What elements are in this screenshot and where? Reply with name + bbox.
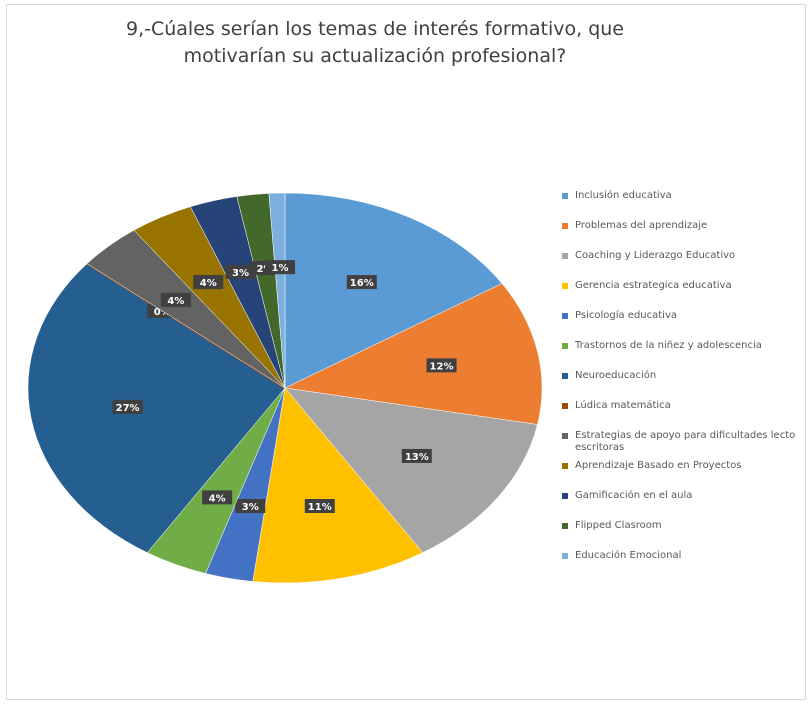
data-label-text: 16%: [350, 278, 374, 289]
legend-item: Estrategias de apoyo para dificultades l…: [562, 430, 810, 460]
data-label: 27%: [112, 399, 143, 414]
legend-label: Trastornos de la niñez y adolescencia: [575, 340, 762, 351]
legend-swatch: [562, 253, 568, 259]
legend: Inclusión educativa Problemas del aprendi…: [562, 190, 810, 580]
legend-item: Inclusión educativa: [562, 190, 810, 220]
data-label-text: 1%: [272, 263, 289, 274]
legend-item: Gamificación en el aula: [562, 490, 810, 520]
legend-label: Coaching y Liderazgo Educativo: [575, 250, 736, 261]
data-label-box: [235, 498, 266, 513]
data-label-text: 4%: [209, 493, 226, 504]
legend-item: Educación Emocional: [562, 550, 810, 580]
legend-label: Flipped Clasroom: [575, 520, 662, 531]
legend-item: Coaching y Liderazgo Educativo: [562, 250, 810, 280]
data-label-text: 13%: [405, 452, 429, 463]
legend-label: Problemas del aprendizaje: [575, 220, 708, 231]
data-label: 16%: [346, 275, 377, 290]
data-label: 3%: [225, 264, 256, 279]
legend-item: Psicología educativa: [562, 310, 810, 340]
data-label: 13%: [401, 448, 432, 463]
legend-item: Problemas del aprendizaje: [562, 220, 810, 250]
legend-swatch: [562, 193, 568, 199]
data-label-box: [193, 275, 224, 290]
data-label-box: [346, 275, 377, 290]
legend-item: Aprendizaje Basado en Proyectos: [562, 460, 810, 490]
data-label-box: [264, 260, 295, 275]
data-label-text: 12%: [430, 361, 454, 372]
legend-swatch: [562, 433, 568, 439]
data-label-text: 3%: [242, 502, 259, 513]
legend-swatch: [562, 553, 568, 559]
pie-slice: [284, 192, 503, 389]
data-label: 3%: [235, 498, 266, 513]
legend-label: Aprendizaje Basado en Proyectos: [575, 460, 742, 471]
data-label: 11%: [304, 498, 335, 513]
legend-swatch: [562, 523, 568, 529]
legend-label: Psicología educativa: [575, 310, 677, 321]
legend-label: Gamificación en el aula: [575, 490, 693, 501]
legend-item: Neuroeducación: [562, 370, 810, 400]
chart-frame: [6, 4, 806, 700]
legend-swatch: [562, 493, 568, 499]
legend-item: Gerencia estrategica educativa: [562, 280, 810, 310]
pie-slice: [252, 387, 424, 584]
legend-item: Lúdica matemática: [562, 400, 810, 430]
data-label-text: 27%: [116, 403, 140, 414]
legend-label: Educación Emocional: [575, 550, 682, 561]
pie-slice: [268, 192, 286, 389]
legend-swatch: [562, 283, 568, 289]
data-label-box: [304, 498, 335, 513]
legend-label: Gerencia estrategica educativa: [575, 280, 732, 291]
pie-slice: [27, 263, 286, 553]
data-label-box: [112, 399, 143, 414]
legend-label: Neuroeducación: [575, 370, 657, 381]
legend-label: Estrategias de apoyo para dificultades l…: [575, 430, 796, 453]
data-label: 4%: [202, 490, 233, 505]
legend-swatch: [562, 373, 568, 379]
data-label: 1%: [264, 260, 295, 275]
data-label-box: [160, 292, 191, 307]
legend-item: Trastornos de la niñez y adolescencia: [562, 340, 810, 370]
data-label-text: 4%: [200, 278, 217, 289]
data-label: 4%: [160, 292, 191, 307]
data-label-text: 3%: [232, 268, 249, 279]
data-label-box: [426, 358, 457, 373]
pie-slice: [284, 283, 543, 425]
chart-title: 9,-Cúales serían los temas de interés fo…: [126, 18, 624, 67]
legend-label: Lúdica matemática: [575, 400, 671, 411]
legend-swatch: [562, 463, 568, 469]
pie-slice: [284, 387, 538, 553]
data-label-text: 11%: [308, 502, 332, 513]
legend-swatch: [562, 313, 568, 319]
legend-swatch: [562, 403, 568, 409]
data-label-box: [401, 448, 432, 463]
data-label-text: 4%: [167, 296, 184, 307]
data-label-text: 0%: [154, 307, 171, 318]
legend-label: Inclusión educativa: [575, 190, 672, 201]
legend-swatch: [562, 223, 568, 229]
data-label-box: [225, 264, 256, 279]
data-label-box: [202, 490, 233, 505]
legend-item: Flipped Clasroom: [562, 520, 810, 550]
legend-swatch: [562, 343, 568, 349]
data-label: 12%: [426, 358, 457, 373]
data-label: 4%: [193, 275, 224, 290]
